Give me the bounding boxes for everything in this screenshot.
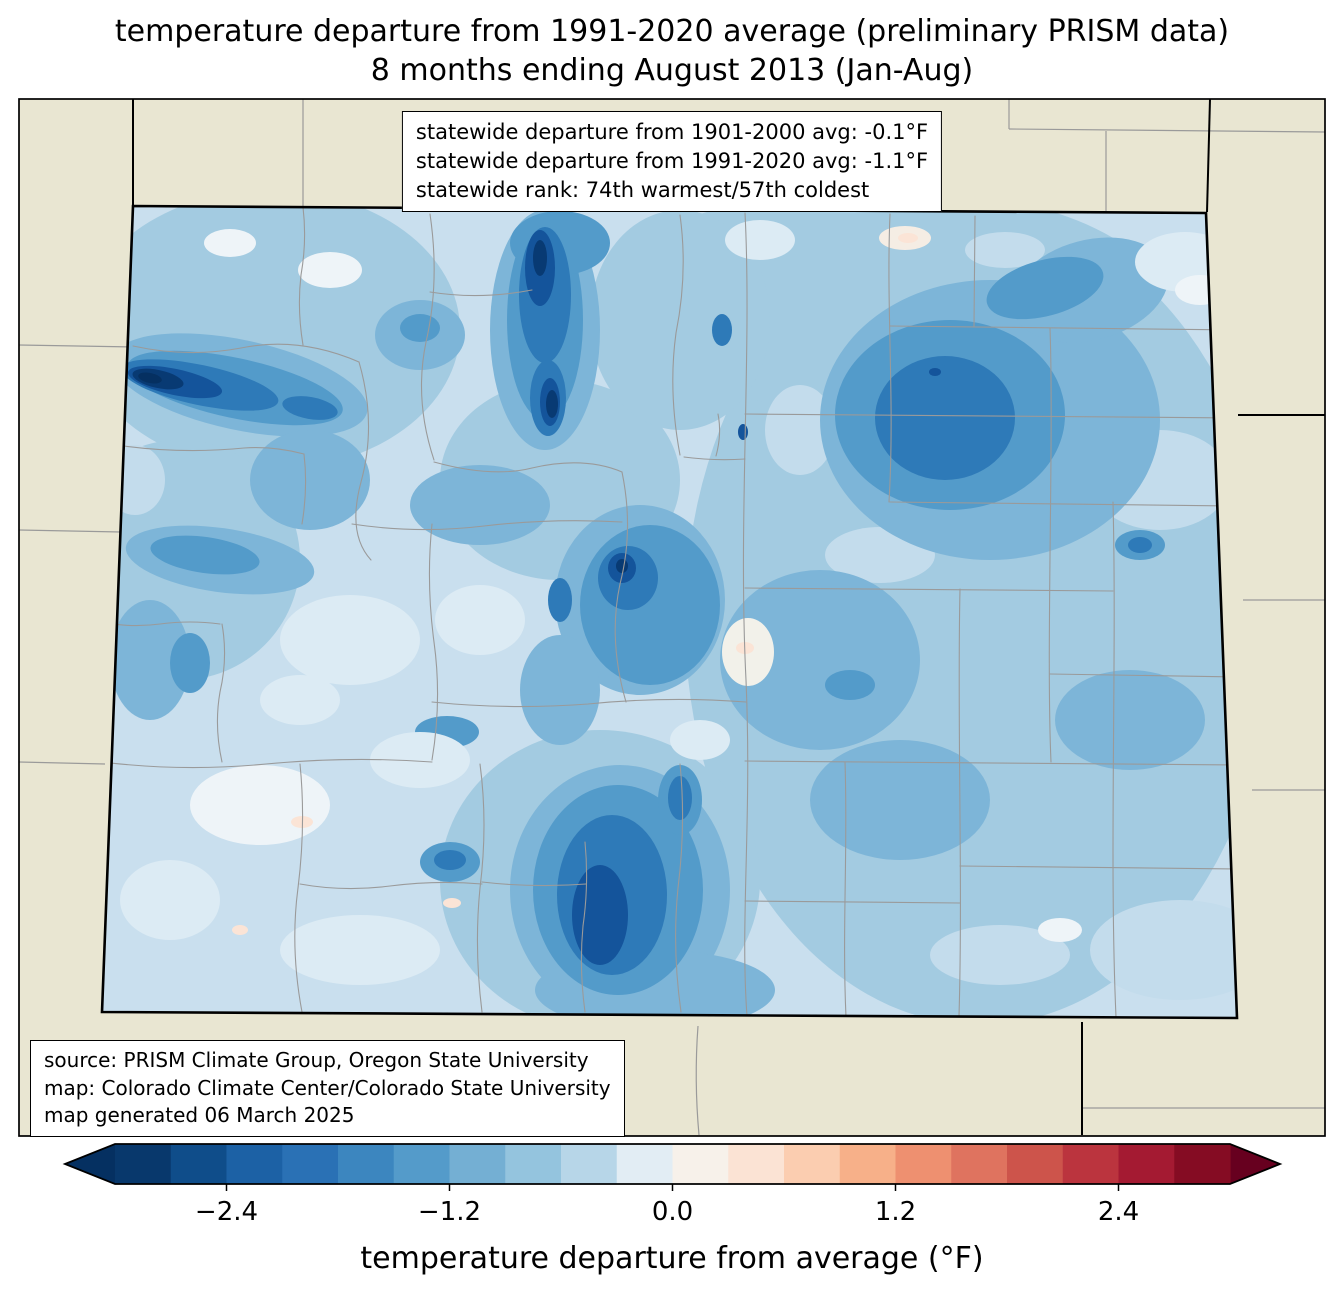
colorbar-segment	[170, 1144, 228, 1184]
colorbar-segment	[1062, 1144, 1120, 1184]
colorbar-tick-label: −2.4	[195, 1197, 258, 1227]
county-boundaries	[102, 206, 1237, 1018]
colorbar-segment	[951, 1144, 1008, 1184]
colorbar-over-arrow	[1230, 1144, 1280, 1184]
colorbar-tick-label: −1.2	[418, 1197, 481, 1227]
colorbar-segment	[1118, 1144, 1175, 1184]
stats-line-3: statewide rank: 74th warmest/57th coldes…	[415, 177, 870, 202]
colorbar-tick-label: 0.0	[652, 1197, 693, 1227]
title-line-1: temperature departure from 1991-2020 ave…	[114, 14, 1230, 49]
colorbar-segment	[505, 1144, 562, 1184]
colorbar-segment	[393, 1144, 451, 1184]
figure-title: temperature departure from 1991-2020 ave…	[0, 12, 1344, 90]
colorbar-segment	[226, 1144, 283, 1184]
colorbar-segment	[616, 1144, 674, 1184]
colorbar-tick-label: 2.4	[1098, 1197, 1139, 1227]
source-line-3: map generated 06 March 2025	[44, 1103, 355, 1128]
colorbar: −2.4 −1.2 0.0 1.2 2.4 temperature departure f…	[62, 1143, 1283, 1276]
title-line-2: 8 months ending August 2013 (Jan-Aug)	[370, 53, 974, 88]
colorbar-segment	[1007, 1144, 1064, 1184]
statewide-stats-box: statewide departure from 1901-2000 avg: …	[401, 111, 943, 212]
temperature-anomaly-field	[102, 206, 1237, 1018]
source-attribution-box: source: PRISM Climate Group, Oregon Stat…	[30, 1040, 625, 1137]
colorbar-segment	[282, 1144, 339, 1184]
neighbor-state-lines	[18, 98, 1326, 1136]
colorbar-segment	[839, 1144, 897, 1184]
colorbar-segment	[895, 1144, 952, 1184]
colorbar-segment	[338, 1144, 395, 1184]
colorbar-axis-label: temperature departure from average (°F)	[360, 1241, 983, 1276]
colorbar-under-arrow	[65, 1144, 115, 1184]
colorbar-segment	[561, 1144, 618, 1184]
stats-line-1: statewide departure from 1901-2000 avg: …	[415, 120, 929, 144]
source-line-2: map: Colorado Climate Center/Colorado St…	[44, 1075, 611, 1100]
colorbar-outline	[62, 1143, 1283, 1185]
colorbar-segment	[449, 1144, 506, 1184]
source-line-1: source: PRISM Climate Group, Oregon Stat…	[44, 1048, 589, 1072]
colorbar-segment	[728, 1144, 785, 1184]
map-frame	[18, 98, 1326, 1137]
colorbar-tick-label: 1.2	[875, 1197, 916, 1227]
stats-line-2: statewide departure from 1991-2020 avg: …	[415, 148, 929, 173]
colorbar-segment	[1174, 1144, 1231, 1184]
colorbar-segment	[672, 1144, 729, 1184]
colorbar-segment	[784, 1144, 841, 1184]
colorbar-segment	[115, 1144, 172, 1184]
